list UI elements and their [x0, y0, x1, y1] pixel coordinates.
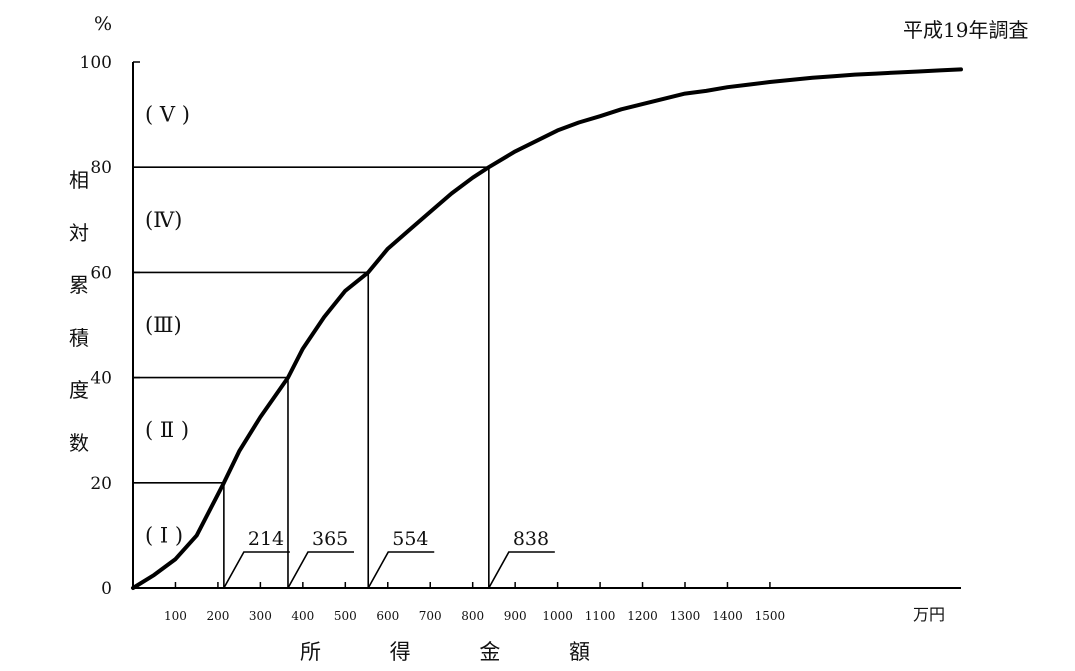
x-tick-label: 900 [504, 609, 527, 623]
y-axis-title-char: 積 [69, 325, 89, 350]
y-axis-title-char: 数 [69, 430, 89, 455]
y-axis-title-char: 度 [69, 378, 89, 402]
x-tick-label: 1500 [755, 609, 786, 623]
x-unit-label: 万円 [913, 605, 945, 624]
x-tick-label: 500 [334, 609, 357, 623]
x-tick-label: 1100 [585, 609, 616, 623]
cumulative-distribution-curve [131, 67, 963, 590]
boundary-leader-line [223, 551, 290, 589]
x-tick-label: 1400 [712, 609, 743, 623]
quintile-class-label: (Ⅳ) [145, 208, 182, 232]
x-axis-title-char: 金 [479, 640, 501, 664]
survey-label: 平成19年調査 [903, 18, 1029, 42]
x-tick-label: 700 [419, 609, 442, 623]
quintile-class-label: ( Ⅰ ) [145, 523, 183, 547]
x-axis-title: 所 得 金 額 [300, 636, 590, 666]
boundary-leader-line [488, 551, 555, 589]
y-axis-title-char: 累 [69, 273, 89, 297]
y-tick-label: 20 [90, 474, 112, 494]
y-tick-label: 100 [80, 53, 112, 73]
x-axis-title-char: 額 [568, 640, 590, 664]
quintile-class-label: (Ⅲ) [145, 313, 182, 337]
boundary-value-label: 554 [392, 528, 428, 550]
y-axis-title-char: 対 [69, 220, 89, 245]
x-axis-title-char: 得 [389, 640, 411, 664]
boundary-leader-line [367, 551, 435, 589]
x-tick-label: 100 [164, 609, 187, 623]
x-tick-label: 300 [249, 609, 272, 623]
quintile-class-label: ( Ⅴ ) [145, 103, 190, 127]
y-tick-label: 0 [101, 579, 112, 599]
x-tick-label: 200 [206, 609, 229, 623]
x-tick-label: 1000 [542, 609, 573, 623]
x-tick-label: 800 [461, 609, 484, 623]
x-axis-title-char: 所 [300, 640, 321, 664]
boundary-value-label: 838 [513, 528, 549, 550]
y-axis-title: 相 対 累 積 度 数 [64, 154, 94, 469]
y-unit-label: % [94, 13, 112, 35]
boundary-value-label: 214 [248, 528, 284, 550]
boundary-leader-line [287, 551, 354, 589]
y-tick-label: 60 [90, 263, 112, 283]
x-tick-label: 1300 [670, 609, 701, 623]
quintile-class-label: ( Ⅱ ) [145, 418, 189, 442]
y-tick-label: 80 [90, 158, 112, 178]
y-tick-label: 40 [90, 369, 112, 389]
x-tick-label: 400 [291, 609, 314, 623]
x-tick-label: 600 [376, 609, 399, 623]
y-axis-title-char: 相 [69, 168, 89, 192]
x-tick-label: 1200 [627, 609, 658, 623]
boundary-value-label: 365 [312, 528, 348, 550]
